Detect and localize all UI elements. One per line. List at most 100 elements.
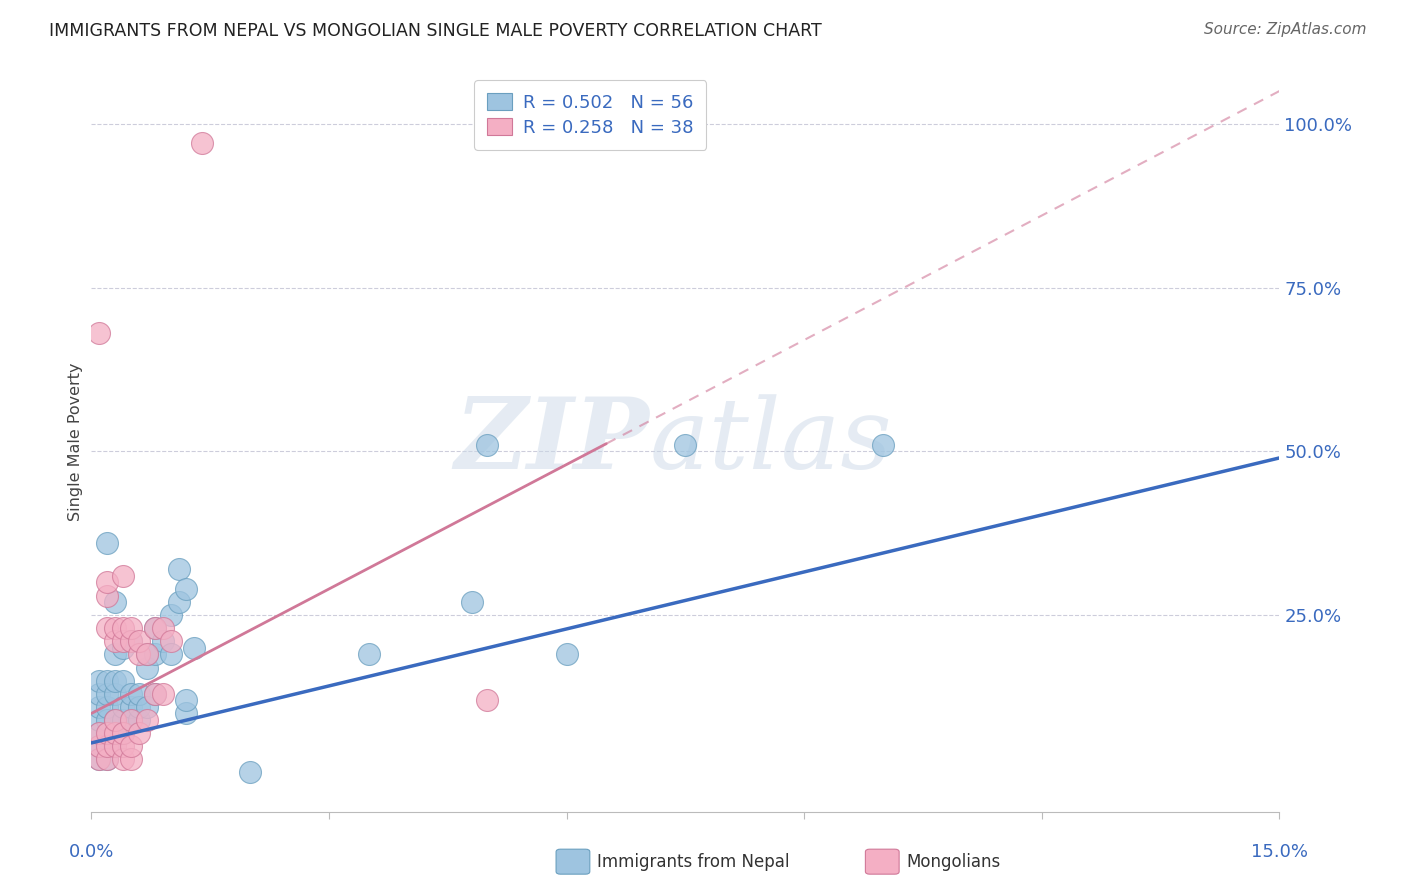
- Point: [89, 726, 111, 740]
- Point: [96, 673, 118, 688]
- Legend: R = 0.502   N = 56, R = 0.258   N = 38: R = 0.502 N = 56, R = 0.258 N = 38: [474, 80, 706, 150]
- Text: Mongolians: Mongolians: [905, 853, 1001, 871]
- Text: Source: ZipAtlas.com: Source: ZipAtlas.com: [1204, 22, 1367, 37]
- Point: [128, 648, 150, 662]
- Point: [152, 687, 174, 701]
- Point: [183, 640, 205, 655]
- Point: [96, 536, 118, 550]
- Point: [89, 752, 111, 766]
- Point: [89, 687, 111, 701]
- Point: [191, 136, 214, 151]
- Point: [112, 640, 135, 655]
- Point: [96, 726, 118, 740]
- Point: [167, 595, 190, 609]
- Point: [104, 713, 127, 727]
- Point: [128, 634, 150, 648]
- Point: [96, 713, 118, 727]
- Point: [112, 739, 135, 754]
- Point: [89, 726, 111, 740]
- Point: [89, 326, 111, 341]
- Point: [128, 687, 150, 701]
- Point: [120, 634, 142, 648]
- Point: [128, 699, 150, 714]
- Point: [89, 739, 111, 754]
- Point: [128, 726, 150, 740]
- Point: [152, 621, 174, 635]
- Point: [96, 726, 118, 740]
- Point: [104, 621, 127, 635]
- Point: [120, 687, 142, 701]
- Point: [239, 765, 262, 780]
- Point: [96, 687, 118, 701]
- Point: [96, 589, 118, 603]
- Point: [120, 713, 142, 727]
- Point: [96, 752, 118, 766]
- Point: [104, 595, 127, 609]
- Point: [477, 438, 499, 452]
- Point: [143, 687, 166, 701]
- Point: [477, 693, 499, 707]
- Point: [104, 673, 127, 688]
- Point: [135, 660, 157, 674]
- Point: [89, 673, 111, 688]
- Point: [120, 739, 142, 754]
- Point: [104, 726, 127, 740]
- Point: [152, 634, 174, 648]
- Text: 15.0%: 15.0%: [1251, 843, 1308, 861]
- Point: [89, 739, 111, 754]
- Point: [96, 739, 118, 754]
- Point: [135, 713, 157, 727]
- Point: [159, 608, 181, 623]
- Point: [176, 582, 198, 596]
- Point: [167, 562, 190, 576]
- Text: 0.0%: 0.0%: [69, 843, 114, 861]
- Point: [120, 621, 142, 635]
- Text: IMMIGRANTS FROM NEPAL VS MONGOLIAN SINGLE MALE POVERTY CORRELATION CHART: IMMIGRANTS FROM NEPAL VS MONGOLIAN SINGL…: [49, 22, 823, 40]
- Point: [135, 648, 157, 662]
- Point: [89, 699, 111, 714]
- Point: [120, 713, 142, 727]
- Point: [112, 699, 135, 714]
- Point: [673, 438, 696, 452]
- Point: [120, 752, 142, 766]
- Point: [159, 648, 181, 662]
- Text: ZIP: ZIP: [454, 393, 650, 490]
- Point: [104, 713, 127, 727]
- Point: [89, 752, 111, 766]
- Point: [96, 699, 118, 714]
- Point: [96, 752, 118, 766]
- Point: [143, 621, 166, 635]
- Point: [104, 648, 127, 662]
- Point: [135, 648, 157, 662]
- Point: [96, 621, 118, 635]
- Point: [120, 699, 142, 714]
- Point: [89, 713, 111, 727]
- Text: atlas: atlas: [650, 394, 893, 489]
- Point: [104, 739, 127, 754]
- Point: [112, 752, 135, 766]
- Point: [112, 713, 135, 727]
- Point: [128, 713, 150, 727]
- Point: [104, 726, 127, 740]
- Point: [872, 438, 894, 452]
- Point: [120, 634, 142, 648]
- Point: [112, 726, 135, 740]
- Point: [96, 739, 118, 754]
- Point: [159, 634, 181, 648]
- Point: [104, 739, 127, 754]
- Point: [143, 648, 166, 662]
- Point: [112, 673, 135, 688]
- Point: [357, 648, 380, 662]
- Point: [112, 634, 135, 648]
- Point: [112, 726, 135, 740]
- Point: [96, 575, 118, 590]
- Point: [176, 706, 198, 721]
- Point: [176, 693, 198, 707]
- Point: [555, 648, 578, 662]
- Point: [112, 569, 135, 583]
- Point: [135, 699, 157, 714]
- Point: [143, 621, 166, 635]
- Point: [112, 621, 135, 635]
- Point: [460, 595, 482, 609]
- Y-axis label: Single Male Poverty: Single Male Poverty: [67, 362, 83, 521]
